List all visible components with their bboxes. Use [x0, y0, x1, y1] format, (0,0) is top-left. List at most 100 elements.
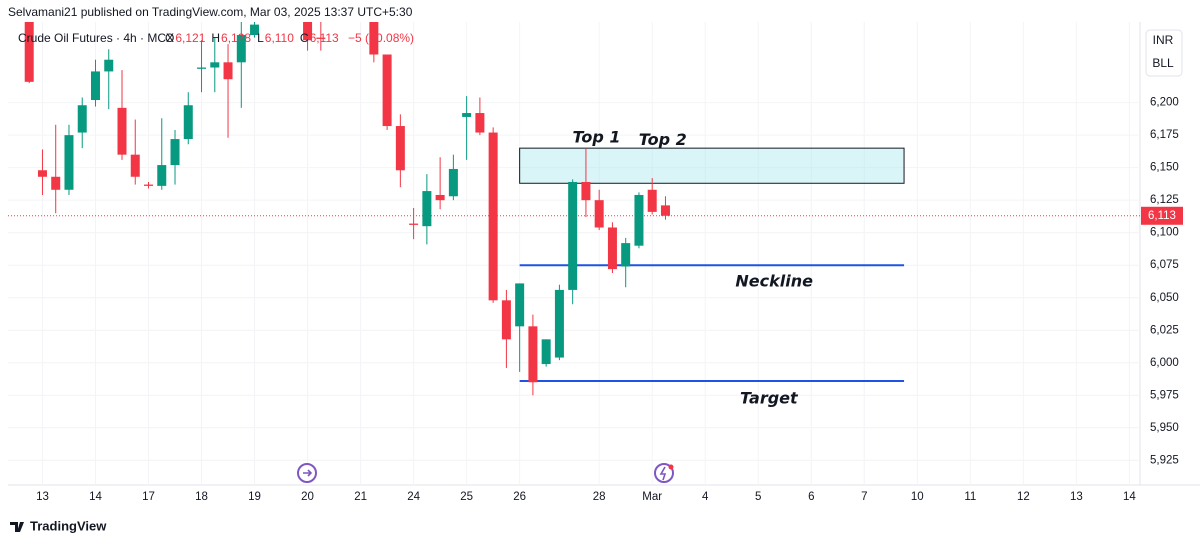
level-label: Target	[740, 389, 799, 408]
candle-body	[395, 126, 405, 171]
candle-body	[382, 54, 392, 127]
candle-body	[528, 326, 538, 383]
candle-body	[210, 62, 220, 68]
plot-area	[8, 22, 1140, 485]
x-tick-label: 19	[248, 491, 261, 503]
x-tick-label: Mar	[642, 491, 662, 503]
candle-body	[409, 223, 419, 225]
y-tick-label: 6,025	[1150, 324, 1179, 336]
resistance-zone	[519, 147, 905, 184]
y-tick-label: 6,075	[1150, 259, 1179, 271]
change: −5 (−0.08%)	[348, 31, 414, 45]
candle-body	[607, 227, 617, 270]
candle-body	[541, 339, 551, 365]
candle-body	[37, 170, 47, 177]
ohlc-key: L	[257, 31, 264, 45]
candle-body	[594, 200, 604, 228]
button[interactable]: INR	[1153, 33, 1174, 47]
x-tick-label: 18	[195, 491, 208, 503]
y-tick-label: 6,050	[1150, 292, 1179, 304]
x-tick-label: 6	[808, 491, 814, 503]
ohlc-value: 6,113	[310, 31, 339, 45]
last-price-box	[1141, 206, 1183, 225]
candle-body	[554, 289, 564, 358]
ohlc-legend: O 6,121 H 6,128 L 6,110 C 6,113	[165, 31, 339, 45]
x-tick-label: 14	[89, 491, 102, 503]
byline: Selvamani21 published on TradingView.com…	[8, 5, 413, 19]
x-tick-label: 14	[1123, 491, 1136, 503]
candle-body	[197, 67, 207, 69]
currency-box[interactable]	[1145, 29, 1183, 77]
x-tick-label: 12	[1017, 491, 1030, 503]
candle-body	[144, 184, 154, 186]
ohlc-value: 6,128	[221, 31, 251, 45]
event-dot	[668, 464, 674, 470]
candle-body	[90, 71, 100, 101]
candle-body	[369, 22, 379, 55]
annotation: Top 2	[639, 130, 687, 149]
x-tick-label: 17	[142, 491, 155, 503]
candle-body	[634, 194, 644, 246]
candle-body	[303, 22, 313, 41]
event-icon[interactable]	[654, 463, 674, 483]
candle-body	[647, 189, 657, 212]
candle-body	[64, 135, 74, 190]
brand: TradingView	[30, 518, 107, 533]
x-tick-label: 21	[354, 491, 367, 503]
last-price-label: 6,113	[1148, 210, 1176, 222]
ohlc-key: C	[300, 31, 309, 45]
x-tick-label: 4	[702, 491, 709, 503]
candle-body	[475, 113, 485, 133]
ohlc-value: 6,110	[265, 31, 294, 45]
ohlc-key: H	[211, 31, 220, 45]
candle-body	[170, 139, 180, 166]
x-tick-label: 11	[964, 491, 976, 503]
x-tick-label: 24	[407, 491, 420, 503]
candle-body	[117, 107, 127, 155]
candle-body	[422, 191, 432, 227]
candle-body	[488, 132, 498, 301]
y-tick-label: 6,200	[1150, 97, 1179, 109]
x-tick-label: 26	[513, 491, 526, 503]
candle-body	[250, 24, 260, 36]
annotation: Top 1	[573, 127, 621, 146]
x-tick-label: 13	[36, 491, 49, 503]
candle-body	[448, 168, 458, 197]
x-tick-label: 7	[861, 491, 867, 503]
brand-logo	[10, 522, 24, 532]
level-label: Neckline	[735, 272, 813, 291]
candle-body	[77, 105, 87, 133]
x-tick-label: 10	[911, 491, 924, 503]
x-tick-label: 20	[301, 491, 314, 503]
event-icon	[303, 469, 313, 477]
x-tick-label: 25	[460, 491, 473, 503]
candle-body	[501, 300, 511, 340]
candle-body	[104, 59, 114, 72]
candle-body	[223, 62, 233, 80]
y-tick-label: 6,100	[1150, 227, 1179, 239]
y-tick-label: 5,950	[1150, 422, 1179, 434]
candle-body	[316, 37, 326, 39]
candle-body	[130, 154, 140, 177]
y-tick-label: 6,150	[1150, 162, 1179, 174]
x-tick-label: 5	[755, 491, 761, 503]
candle-body	[515, 283, 525, 327]
y-tick-label: 5,925	[1150, 454, 1179, 466]
y-tick-label: 5,975	[1150, 389, 1179, 401]
candle-body	[660, 205, 670, 216]
candle-body	[51, 176, 61, 190]
y-tick-label: 6,175	[1150, 129, 1179, 141]
ohlc-value: 6,121	[175, 31, 205, 45]
candle-body	[157, 165, 167, 186]
candle-body	[183, 105, 193, 140]
candle-body	[462, 113, 472, 117]
x-tick-label: 28	[593, 491, 606, 503]
candle-body	[621, 243, 631, 267]
candle-body	[236, 35, 246, 63]
symbol: Crude Oil Futures · 4h · MCX	[18, 31, 174, 45]
candle-body	[24, 22, 34, 82]
candle-body	[581, 181, 591, 201]
ohlc-key: O	[165, 31, 174, 45]
button[interactable]: BLL	[1152, 56, 1174, 70]
